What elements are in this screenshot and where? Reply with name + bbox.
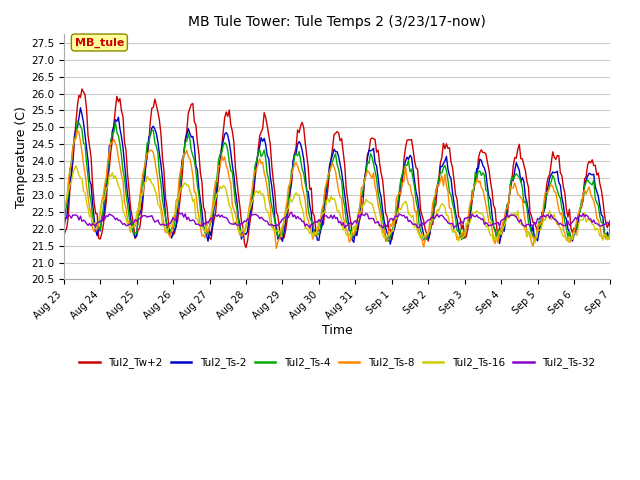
Title: MB Tule Tower: Tule Temps 2 (3/23/17-now): MB Tule Tower: Tule Temps 2 (3/23/17-now… [188, 15, 486, 29]
X-axis label: Time: Time [322, 324, 353, 336]
Legend: Tul2_Tw+2, Tul2_Ts-2, Tul2_Ts-4, Tul2_Ts-8, Tul2_Ts-16, Tul2_Ts-32: Tul2_Tw+2, Tul2_Ts-2, Tul2_Ts-4, Tul2_Ts… [74, 353, 600, 372]
Text: MB_tule: MB_tule [75, 37, 124, 48]
Y-axis label: Temperature (C): Temperature (C) [15, 106, 28, 208]
